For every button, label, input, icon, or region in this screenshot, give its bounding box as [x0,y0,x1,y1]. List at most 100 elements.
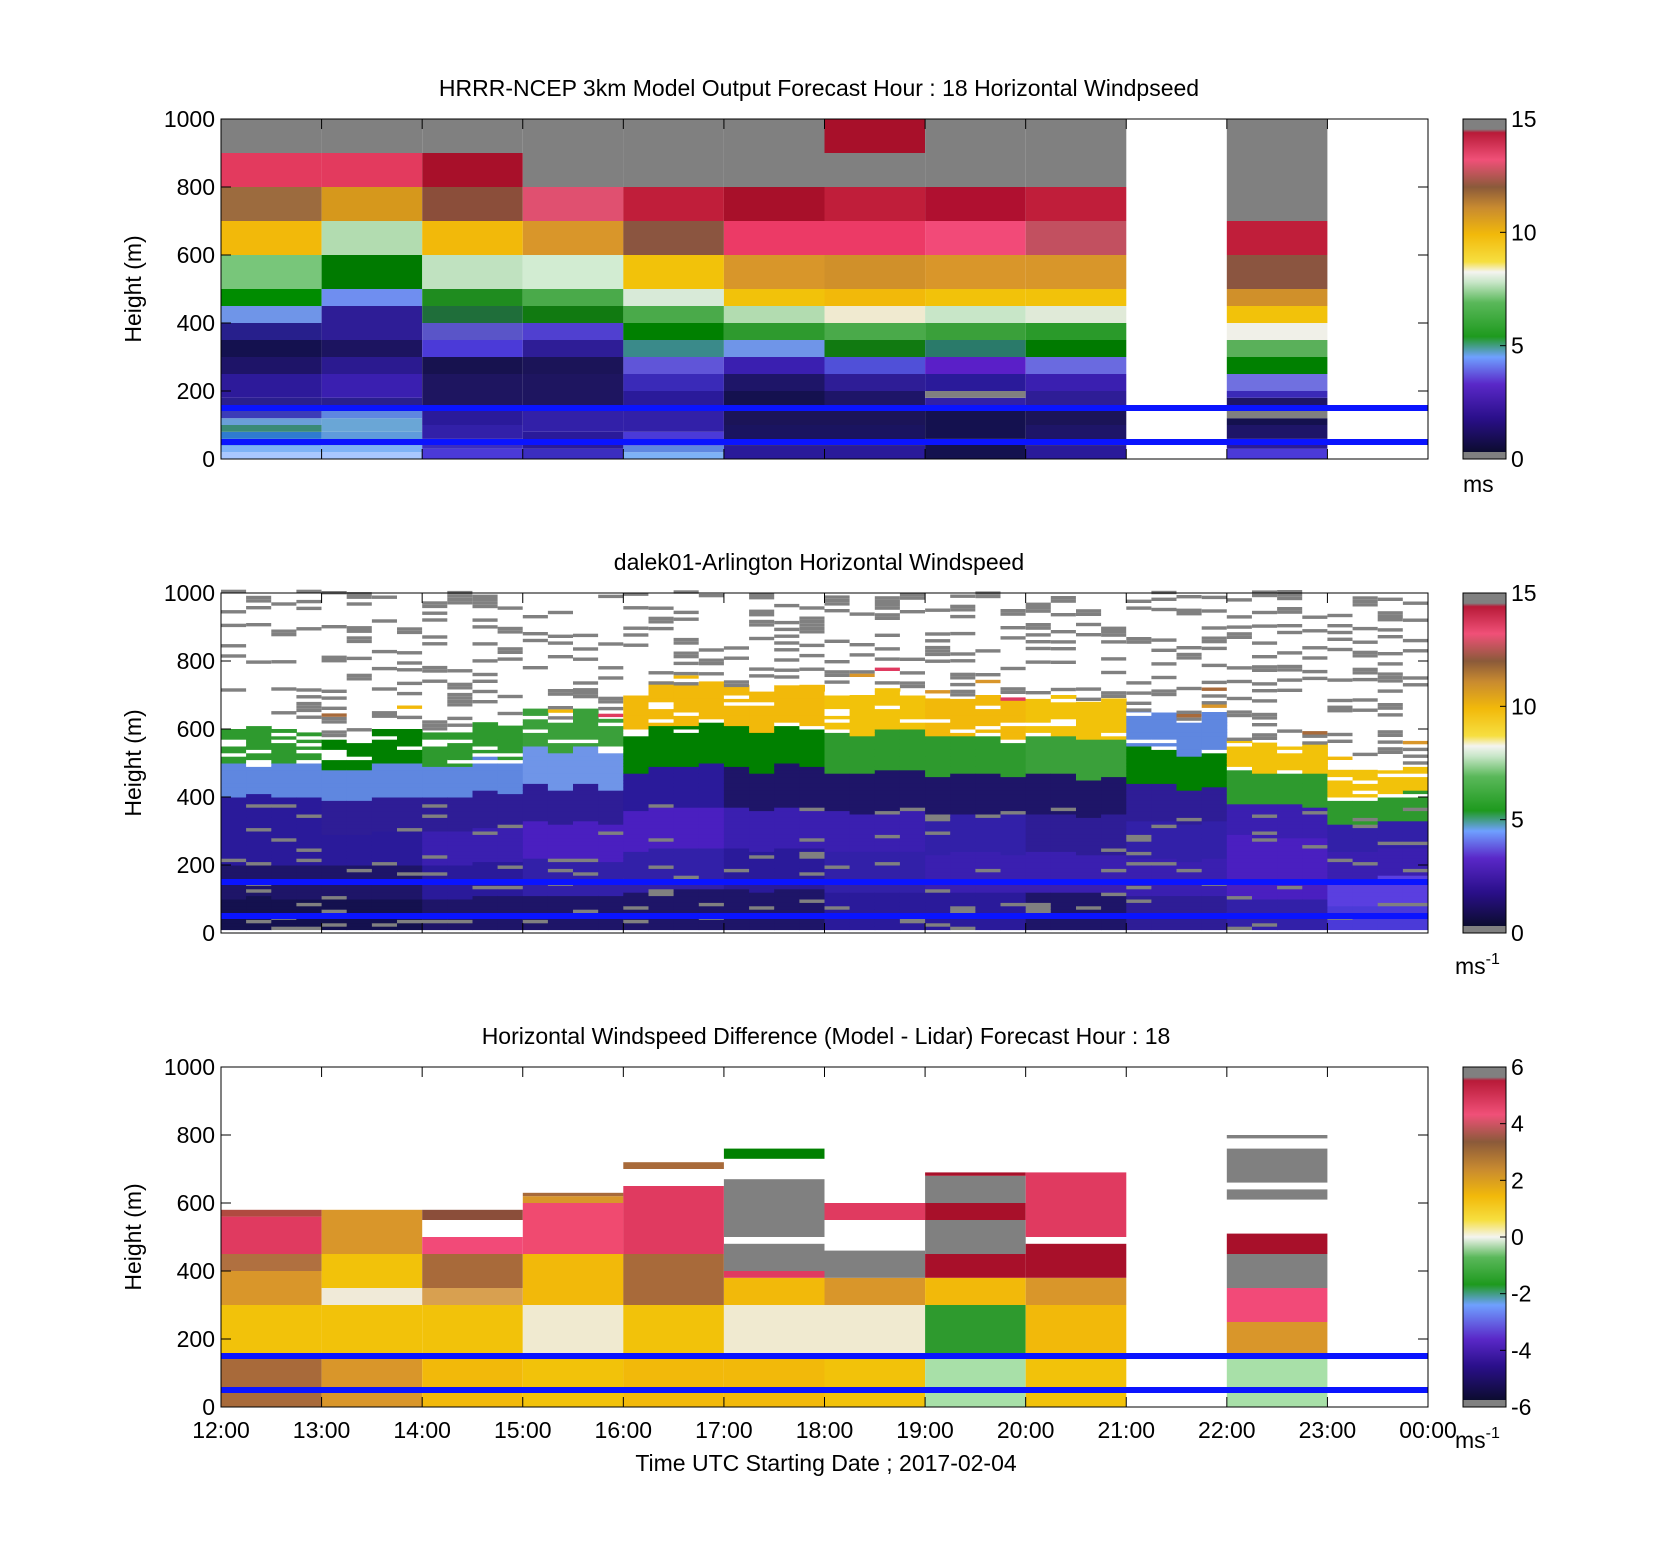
lidar-gate [271,888,297,893]
lidar-gate [1076,848,1102,852]
lidar-gate [1252,834,1278,839]
lidar-gate [623,895,649,900]
lidar-gate [522,786,549,791]
lidar-gate [522,895,549,900]
lidar-gate [749,899,775,903]
lidar-gate [950,905,976,910]
lidar-gate [1352,640,1378,644]
lidar-gate [422,732,448,737]
lidar-gate [296,780,322,784]
lidar-gate [1025,834,1052,839]
lidar-gate [1201,926,1228,931]
lidar-gate [698,909,725,914]
cell-1400-7 [422,323,523,340]
lidar-gate [221,814,247,818]
lidar-gate [1302,800,1328,805]
lidar-gate [1377,703,1403,707]
lidar-gate [547,902,574,907]
lidar-gate [346,895,373,900]
lidar-gate [547,926,574,931]
lidar-gate [1050,660,1076,664]
cell-1700-6 [723,340,825,357]
lidar-gate [1402,773,1429,778]
lidar-gate [698,725,725,730]
lidar-gate [975,902,1001,907]
lidar-gate [849,786,876,791]
lidar-gate [1352,895,1379,900]
lidar-gate [1226,773,1253,778]
lidar-gate [950,885,976,890]
lidar-gate [1025,865,1052,869]
lidar-gate [648,868,675,873]
lidar-gate [1402,902,1429,907]
cell-2200-15 [1226,119,1328,221]
lidar-gate [1025,824,1052,829]
lidar-gate [698,895,725,900]
lidar-gate [899,851,926,856]
lidar-gate [1025,919,1052,924]
lidar-gate [397,885,423,890]
lidar-gate [371,735,398,740]
lidar-gate [1176,892,1203,897]
lidar-gate [623,892,649,897]
lidar-gate [246,926,272,931]
lidar-gate [1377,888,1404,893]
lidar-gate [271,865,297,869]
lidar-gate [648,895,675,900]
lidar-gate [1252,807,1278,812]
lidar-gate [698,739,725,744]
lidar-gate [1000,868,1027,873]
lidar-gate [1226,797,1253,801]
lidar-gate [1176,783,1203,788]
lidar-gate [296,701,322,706]
lidar-gate [723,722,750,727]
lidar-gate [221,831,247,835]
lidar-gate [698,773,725,778]
lidar-gate [1327,837,1353,842]
lidar-gate [246,902,272,907]
lidar-gate [1226,926,1253,931]
lidar-gate [774,783,800,788]
lidar-gate [1302,615,1328,619]
cell-1700-7 [723,1148,825,1159]
lidar-gate [623,797,649,801]
lidar-gate [271,749,297,754]
lidar-gate [1176,919,1203,924]
lidar-gate [975,749,1001,754]
lidar-gate [1101,810,1127,815]
lidar-gate [371,854,398,859]
lidar-gate [422,803,448,808]
lidar-gate [698,803,725,808]
lidar-gate [547,780,574,784]
lidar-gate [573,633,599,638]
lidar-gate [623,606,649,610]
lidar-gate [1176,756,1203,761]
cell-2000-2 [1025,408,1127,425]
lidar-gate [497,854,524,859]
lidar-gate [598,746,624,750]
lidar-gate [447,735,473,740]
lidar-gate [723,810,750,815]
cell-1500-0 [522,1356,624,1407]
lidar-gate [648,844,675,849]
lidar-gate [472,746,499,750]
lidar-gate [547,610,573,615]
lidar-gate [623,633,649,637]
lidar-gate [522,848,549,852]
lidar-gate [1076,612,1102,616]
lidar-gate [422,844,448,849]
lidar-gate [397,705,423,709]
lidar-gate [1252,854,1278,859]
lidar-gate [1352,654,1378,658]
lidar-gate [623,834,649,839]
lidar-gate [874,603,900,607]
lidar-gate [1050,858,1077,863]
lidar-gate [573,888,599,893]
lidar-gate [371,837,398,842]
lidar-gate [950,909,976,914]
cell-1700-5 [723,1186,825,1237]
lidar-gate [749,725,775,730]
lidar-gate [673,800,700,805]
lidar-gate [1176,714,1202,718]
lidar-gate [1151,858,1177,863]
